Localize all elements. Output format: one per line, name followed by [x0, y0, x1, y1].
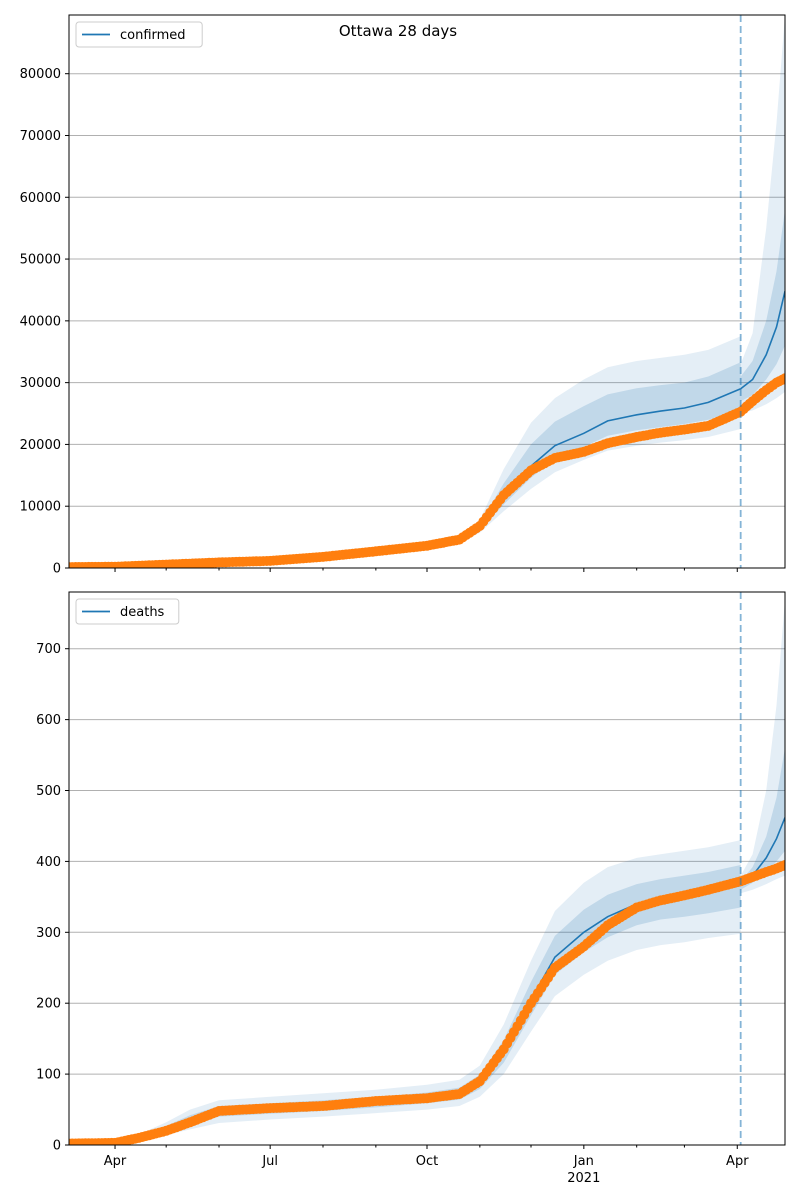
ci95-band [740, 15, 785, 414]
figure-title: Ottawa 28 days [339, 22, 457, 40]
y-tick-label: 500 [36, 784, 61, 799]
ci95-band [69, 840, 741, 1144]
observed-point [780, 860, 785, 870]
y-tick-label: 70000 [20, 129, 61, 144]
plot-area [69, 599, 785, 1145]
x-axis: Apr Jul Oct Jan Apr 2021 [104, 1154, 749, 1186]
axes-frame [68, 14, 786, 569]
x-ticks [114, 1145, 738, 1149]
y-tick-label: 50000 [20, 253, 61, 268]
x-tick-label: Apr [726, 1154, 749, 1169]
y-tick-label: 80000 [20, 67, 61, 82]
ci50-band [740, 748, 785, 890]
y-tick-label: 20000 [20, 438, 61, 453]
deaths-panel: 0 100 200 300 400 500 600 700 deaths [36, 591, 786, 1154]
y-tick-label: 40000 [20, 314, 61, 329]
y-tick-label: 100 [36, 1068, 61, 1083]
y-tick-label: 200 [36, 997, 61, 1012]
confirmed-panel: 0 10000 20000 30000 40000 50000 60000 70000 8000… [20, 14, 786, 577]
ci50-band [69, 362, 741, 568]
y-tick-label: 600 [36, 713, 61, 728]
x-ticks [114, 568, 738, 572]
x-tick-label: Jan [573, 1154, 594, 1169]
y-tick-label: 400 [36, 855, 61, 870]
y-tick-label: 0 [53, 1139, 61, 1154]
ci95-band [69, 336, 741, 568]
ci50-band [740, 209, 785, 402]
legend: deaths [75, 598, 180, 625]
legend-label: deaths [120, 605, 165, 620]
legend-label: confirmed [120, 28, 186, 43]
x-tick-label: Jul [261, 1154, 278, 1169]
ci95-band [740, 599, 785, 894]
x-year-label: 2021 [567, 1171, 600, 1186]
y-tick-label: 60000 [20, 191, 61, 206]
y-tick-label: 300 [36, 926, 61, 941]
y-tick-label: 10000 [20, 500, 61, 515]
observed-point [780, 373, 785, 384]
legend-box [75, 21, 203, 48]
x-tick-label: Oct [416, 1154, 438, 1169]
x-tick-label: Apr [104, 1154, 127, 1169]
forecast-line [740, 291, 785, 390]
ci50-band [69, 865, 741, 1144]
y-tick-label: 700 [36, 642, 61, 657]
legend-box [75, 598, 180, 625]
y-tick-label: 0 [53, 562, 61, 577]
y-tick-label: 30000 [20, 376, 61, 391]
legend: confirmed [75, 21, 203, 48]
plot-area [69, 15, 785, 568]
